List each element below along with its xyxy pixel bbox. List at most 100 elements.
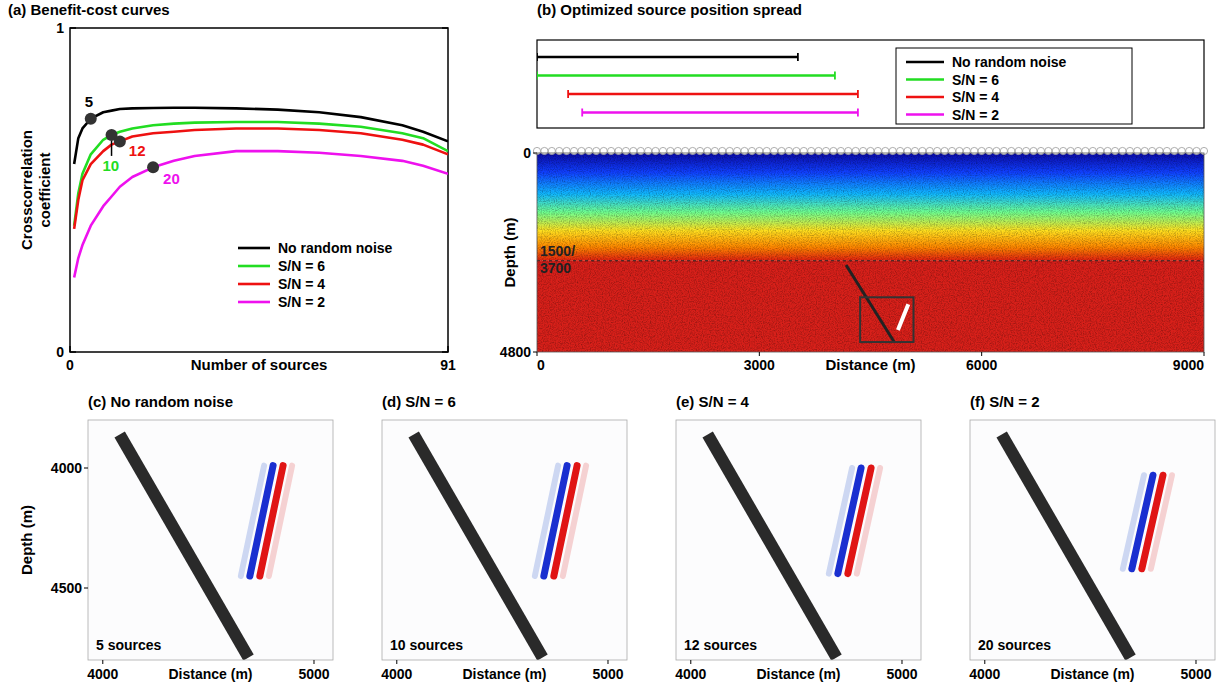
x-tick bbox=[313, 660, 314, 664]
receiver bbox=[556, 147, 563, 154]
spread-bar bbox=[537, 56, 798, 59]
legend-label: S/N = 6 bbox=[952, 72, 999, 88]
receiver bbox=[630, 147, 637, 154]
receiver bbox=[1074, 147, 1081, 154]
x-tick-label: 4000 bbox=[87, 666, 118, 682]
receiver bbox=[1082, 147, 1089, 154]
spread-cap bbox=[834, 72, 836, 80]
panel-title: (e) S/N = 4 bbox=[676, 393, 750, 410]
receiver bbox=[667, 147, 674, 154]
zoom-box bbox=[860, 297, 913, 342]
x-tick-label: 5000 bbox=[1180, 666, 1211, 682]
receiver bbox=[993, 147, 1000, 154]
spread-cap bbox=[857, 90, 859, 98]
x-tick bbox=[1204, 352, 1205, 356]
receiver bbox=[1052, 147, 1059, 154]
receiver bbox=[756, 147, 763, 154]
reflector bbox=[260, 466, 283, 576]
x-tick-label: 4000 bbox=[969, 666, 1000, 682]
panel-title: (d) S/N = 6 bbox=[382, 393, 456, 410]
x-tick bbox=[901, 660, 902, 664]
x-tick-label: 5000 bbox=[886, 666, 917, 682]
line: Crosscorrelation bbox=[18, 130, 35, 250]
receiver bbox=[956, 147, 963, 154]
panel-title: (a) Benefit-cost curves bbox=[8, 1, 170, 18]
receiver bbox=[985, 147, 992, 154]
receiver bbox=[859, 147, 866, 154]
receiver bbox=[1171, 147, 1178, 154]
x-tick bbox=[690, 660, 691, 664]
legend-swatch bbox=[906, 78, 944, 81]
curve bbox=[74, 108, 448, 164]
receiver bbox=[696, 147, 703, 154]
receiver bbox=[763, 147, 770, 154]
receiver bbox=[1119, 147, 1126, 154]
receiver bbox=[600, 147, 607, 154]
receiver bbox=[934, 147, 941, 154]
optimum-marker bbox=[85, 113, 97, 125]
receiver bbox=[1193, 147, 1200, 154]
receiver bbox=[1097, 147, 1104, 154]
spread-cap bbox=[857, 109, 859, 117]
x-tick bbox=[1195, 660, 1196, 664]
receiver bbox=[608, 147, 615, 154]
leader bbox=[111, 141, 113, 156]
x-tick-label: 6000 bbox=[966, 357, 997, 373]
line: coefficient bbox=[36, 152, 53, 227]
y-tick-label: 4800 bbox=[500, 344, 531, 360]
migrated-image bbox=[382, 420, 627, 660]
x-tick bbox=[537, 352, 538, 356]
legend-box bbox=[896, 48, 1132, 124]
y-tick-label: 4000 bbox=[51, 460, 82, 476]
legend-label: No random noise bbox=[952, 54, 1067, 70]
y-tick bbox=[70, 351, 76, 353]
fault bbox=[120, 434, 249, 657]
axes-frame bbox=[70, 28, 448, 352]
fault bbox=[846, 265, 894, 342]
target-reflector bbox=[898, 304, 908, 330]
axes-frame bbox=[537, 40, 1204, 128]
x-tick bbox=[607, 660, 608, 664]
x-axis-title: Distance (m) bbox=[1050, 666, 1134, 682]
receiver bbox=[711, 147, 718, 154]
line: 1500/ bbox=[540, 243, 575, 259]
receiver bbox=[845, 147, 852, 154]
panel-title: (f) S/N = 2 bbox=[970, 393, 1040, 410]
x-tick-label: 9000 bbox=[1173, 357, 1204, 373]
receiver bbox=[815, 147, 822, 154]
source-count: 20 sources bbox=[978, 637, 1051, 653]
image-ground bbox=[676, 420, 921, 660]
fault bbox=[1002, 434, 1131, 657]
y-tick-label: 0 bbox=[523, 145, 531, 161]
receiver bbox=[897, 147, 904, 154]
y-tick bbox=[84, 588, 88, 589]
legend-swatch bbox=[906, 113, 944, 116]
x-tick-label: 3000 bbox=[744, 357, 775, 373]
receiver bbox=[674, 147, 681, 154]
legend-label: S/N = 4 bbox=[278, 276, 325, 292]
x-axis-title: Distance (m) bbox=[168, 666, 252, 682]
receiver bbox=[548, 147, 555, 154]
optimum-marker bbox=[114, 135, 126, 147]
legend-swatch bbox=[906, 61, 944, 64]
receiver bbox=[867, 147, 874, 154]
spread-cap bbox=[567, 90, 569, 98]
y-tick-label: 1 bbox=[56, 20, 64, 36]
receiver bbox=[622, 147, 629, 154]
receiver bbox=[637, 147, 644, 154]
reflector bbox=[554, 466, 577, 576]
image-ground bbox=[382, 420, 627, 660]
source-count: 10 sources bbox=[390, 637, 463, 653]
receiver bbox=[1008, 147, 1015, 154]
legend-label: No random noise bbox=[278, 240, 393, 256]
axes-frame bbox=[676, 420, 921, 660]
image-ground bbox=[88, 420, 333, 660]
x-tick-label: 4000 bbox=[675, 666, 706, 682]
receiver bbox=[1037, 147, 1044, 154]
source-count: 12 sources bbox=[684, 637, 757, 653]
spread-cap bbox=[581, 109, 583, 117]
y-tick bbox=[533, 153, 537, 154]
receiver bbox=[904, 147, 911, 154]
receiver bbox=[585, 147, 592, 154]
axes-frame bbox=[382, 420, 627, 660]
